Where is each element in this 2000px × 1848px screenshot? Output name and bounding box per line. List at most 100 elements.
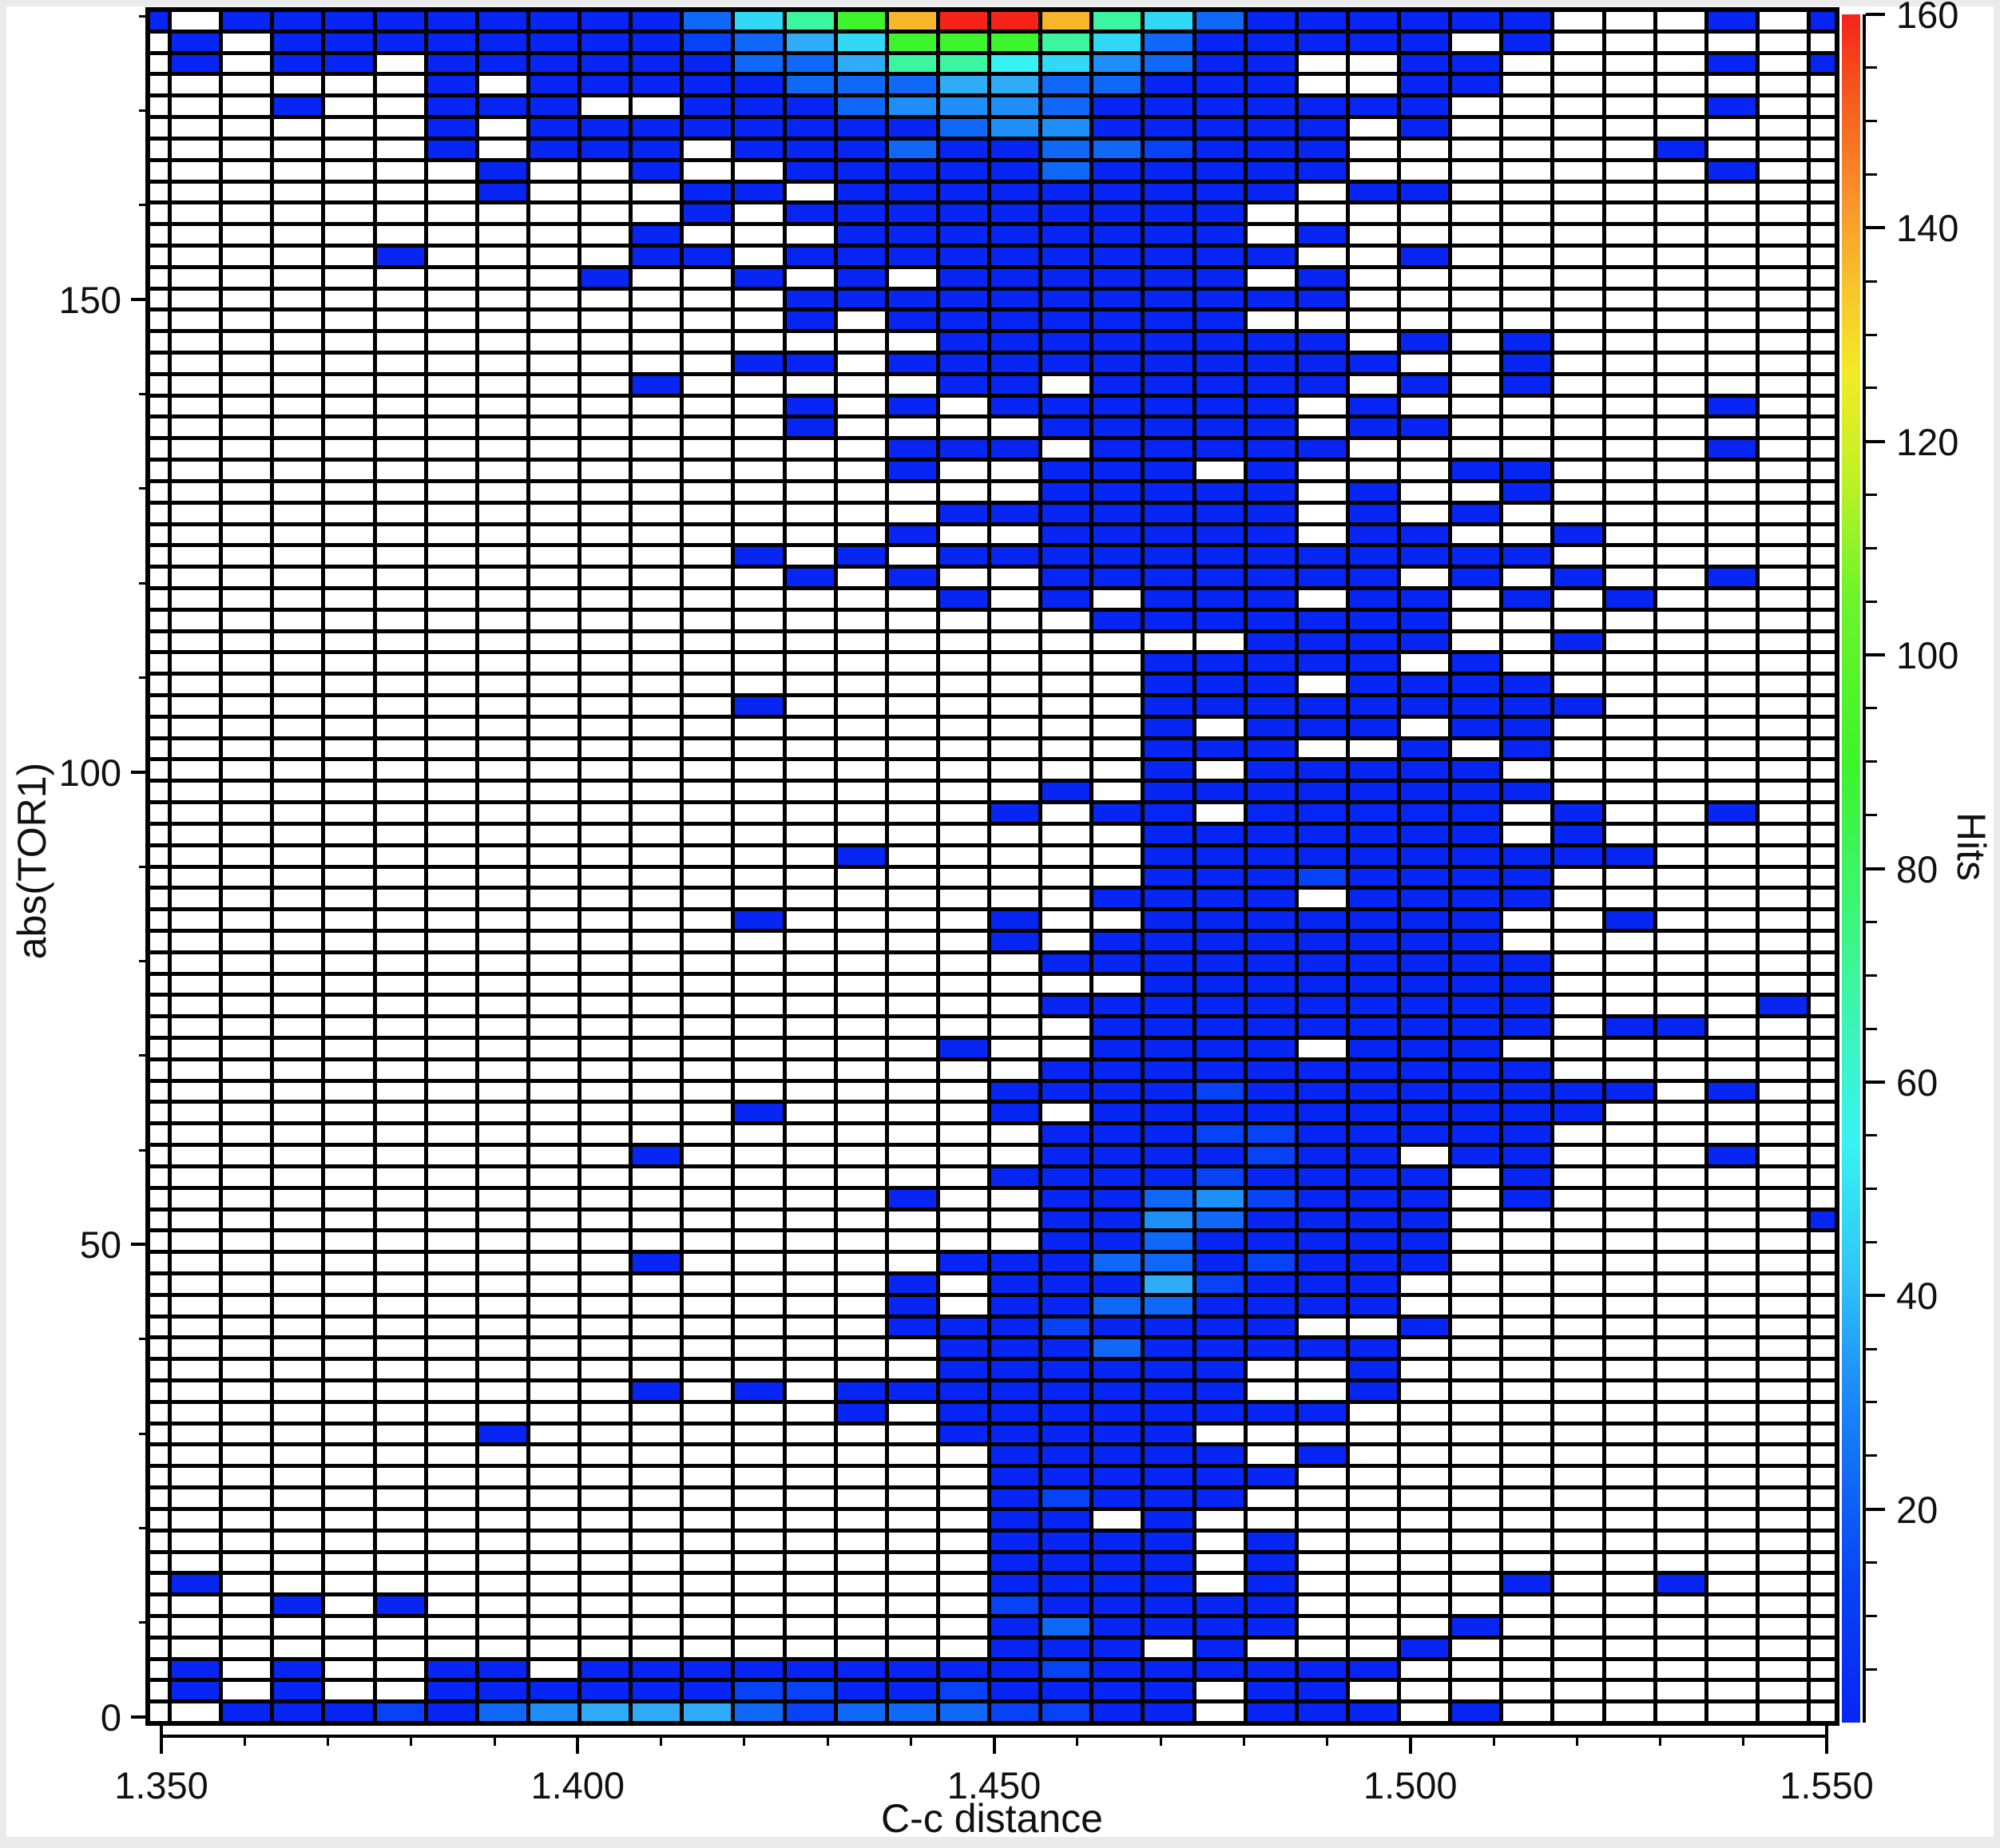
heatmap-cell [150, 226, 168, 244]
heatmap-cell [1349, 119, 1397, 137]
heatmap-cell [1452, 1596, 1500, 1614]
heatmap-cell [1196, 1232, 1244, 1251]
heatmap-cell [1042, 525, 1090, 544]
heatmap-cell [1657, 204, 1704, 223]
heatmap-cell [1554, 1596, 1602, 1614]
heatmap-cell [1554, 504, 1602, 522]
heatmap-cell [888, 1361, 936, 1378]
heatmap-cell [1042, 76, 1090, 94]
heatmap-cell [1503, 1403, 1551, 1422]
heatmap-cell [1605, 740, 1653, 758]
heatmap-cell [1657, 1018, 1704, 1036]
heatmap-cell [223, 676, 271, 693]
heatmap-cell [888, 569, 936, 586]
colorbar-minor-tick [1866, 707, 1877, 710]
heatmap-cell [581, 654, 629, 672]
heatmap-cell [478, 482, 526, 501]
heatmap-cell [1247, 1061, 1295, 1079]
x-axis-minor-tick [1575, 1735, 1578, 1746]
heatmap-cell [1093, 1339, 1141, 1358]
heatmap-cell [1349, 418, 1397, 437]
heatmap-cell [325, 1403, 373, 1422]
heatmap-cell [1349, 12, 1397, 30]
heatmap-cell [1196, 204, 1244, 223]
heatmap-cell [1042, 1382, 1090, 1400]
heatmap-cell [376, 1682, 424, 1700]
heatmap-cell [1093, 440, 1141, 458]
heatmap-cell [735, 1232, 783, 1251]
x-axis-minor-tick [1492, 1735, 1495, 1746]
heatmap-cell [1554, 997, 1602, 1015]
heatmap-cell [1145, 1617, 1192, 1636]
heatmap-cell [939, 654, 987, 672]
heatmap-cell [1298, 204, 1346, 223]
heatmap-cell [427, 740, 475, 758]
heatmap-cell [274, 504, 322, 522]
heatmap-cell [172, 890, 220, 908]
heatmap-cell [1196, 482, 1244, 501]
heatmap-cell [991, 1617, 1039, 1636]
heatmap-cell [1401, 1489, 1449, 1507]
heatmap-cell [1759, 804, 1807, 822]
heatmap-cell [1657, 1682, 1704, 1700]
heatmap-cell [735, 783, 783, 801]
heatmap-cell [223, 697, 271, 715]
heatmap-cell [376, 119, 424, 137]
heatmap-cell [1093, 611, 1141, 629]
heatmap-cell [888, 247, 936, 265]
heatmap-cell [274, 1639, 322, 1657]
heatmap-cell [1657, 375, 1704, 394]
heatmap-cell [1452, 1510, 1500, 1529]
heatmap-cell [1247, 97, 1295, 116]
heatmap-cell [1145, 247, 1192, 265]
heatmap-cell [837, 654, 885, 672]
heatmap-cell [735, 183, 783, 201]
heatmap-cell [991, 97, 1039, 116]
heatmap-cell [991, 932, 1039, 950]
heatmap-cell [1811, 954, 1835, 972]
heatmap-cell [223, 247, 271, 265]
heatmap-cell [684, 975, 732, 993]
heatmap-cell [1247, 290, 1295, 308]
heatmap-cell [1401, 547, 1449, 565]
heatmap-cell [1605, 161, 1653, 180]
heatmap-cell [1247, 932, 1295, 950]
heatmap-cell [172, 783, 220, 801]
heatmap-cell [274, 1125, 322, 1144]
heatmap-cell [1605, 911, 1653, 929]
heatmap-cell [1145, 1189, 1192, 1208]
heatmap-cell [478, 1189, 526, 1208]
heatmap-cell [786, 418, 834, 437]
heatmap-cell [1503, 1682, 1551, 1700]
heatmap-cell [1811, 525, 1835, 544]
heatmap-cell [1759, 440, 1807, 458]
heatmap-cell [735, 633, 783, 651]
heatmap-cell [939, 290, 987, 308]
y-axis-tick-label: 150 [58, 279, 121, 322]
heatmap-cell [1759, 1553, 1807, 1572]
heatmap-cell [581, 119, 629, 137]
heatmap-cell [1196, 740, 1244, 758]
heatmap-cell [1349, 868, 1397, 886]
heatmap-cell [150, 825, 168, 843]
heatmap-cell [427, 1361, 475, 1378]
heatmap-cell [1452, 226, 1500, 244]
heatmap-cell [376, 33, 424, 51]
heatmap-cell [1452, 1232, 1500, 1251]
heatmap-cell [1298, 1639, 1346, 1657]
heatmap-cell [1196, 290, 1244, 308]
heatmap-cell [786, 569, 834, 586]
heatmap-cell [633, 1553, 681, 1572]
heatmap-cell [427, 418, 475, 437]
heatmap-cell [837, 1489, 885, 1507]
heatmap-cell [150, 1254, 168, 1271]
heatmap-cell [1401, 247, 1449, 265]
heatmap-cell [1247, 804, 1295, 822]
heatmap-cell [939, 268, 987, 287]
heatmap-cell [837, 1040, 885, 1057]
heatmap-cell [150, 161, 168, 180]
heatmap-cell [1196, 1703, 1244, 1721]
heatmap-cell [376, 868, 424, 886]
heatmap-cell [376, 1018, 424, 1036]
heatmap-cell [786, 997, 834, 1015]
